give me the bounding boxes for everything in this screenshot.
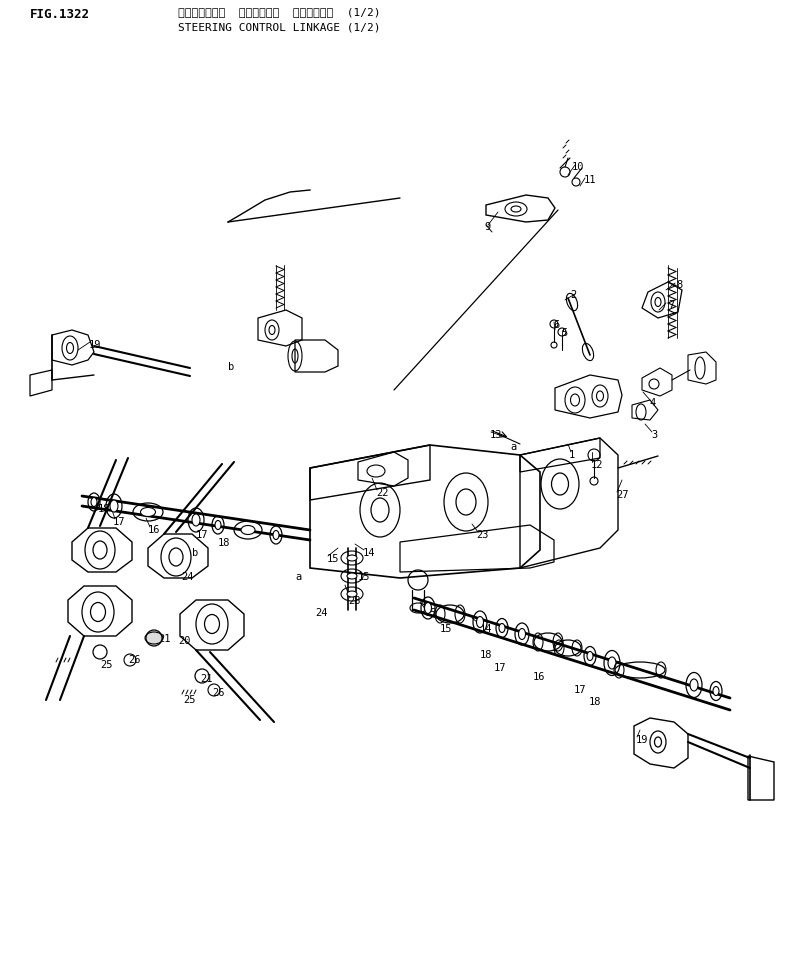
Text: 4: 4: [649, 398, 655, 408]
Text: 15: 15: [358, 572, 371, 582]
Text: 27: 27: [616, 490, 629, 500]
Text: 25: 25: [100, 660, 113, 670]
Ellipse shape: [587, 652, 593, 660]
Ellipse shape: [499, 624, 505, 632]
Text: STEERING CONTROL LINKAGE (1/2): STEERING CONTROL LINKAGE (1/2): [178, 22, 380, 32]
Text: 25: 25: [183, 695, 196, 705]
Text: 15: 15: [425, 608, 437, 618]
Ellipse shape: [273, 531, 279, 540]
Text: 3: 3: [651, 430, 657, 440]
Ellipse shape: [347, 555, 357, 561]
Text: FIG.1322: FIG.1322: [30, 8, 90, 21]
Text: 22: 22: [376, 488, 388, 498]
Ellipse shape: [215, 520, 221, 530]
Text: 11: 11: [584, 175, 596, 185]
Text: 17: 17: [196, 530, 208, 540]
Ellipse shape: [347, 591, 357, 597]
Text: 18: 18: [218, 538, 230, 548]
Text: 9: 9: [484, 222, 490, 232]
Text: 20: 20: [178, 636, 190, 646]
Text: a: a: [295, 572, 301, 582]
Text: 24: 24: [315, 608, 327, 618]
Text: 14: 14: [363, 548, 376, 558]
Text: 19: 19: [89, 340, 102, 350]
Text: 15: 15: [440, 624, 453, 634]
Text: 16: 16: [533, 672, 545, 682]
Text: 19: 19: [636, 735, 649, 745]
Ellipse shape: [347, 573, 357, 579]
Text: 26: 26: [128, 655, 140, 665]
Text: 21: 21: [158, 634, 170, 644]
Text: 2: 2: [570, 290, 576, 300]
Text: 16: 16: [148, 525, 160, 535]
Text: 8: 8: [676, 280, 682, 290]
Ellipse shape: [690, 679, 698, 691]
Text: 18: 18: [480, 650, 492, 660]
Text: 23: 23: [476, 530, 488, 540]
Ellipse shape: [91, 497, 97, 507]
Ellipse shape: [518, 629, 525, 639]
Ellipse shape: [713, 687, 719, 695]
Text: 18: 18: [98, 504, 110, 514]
Text: 28: 28: [348, 596, 361, 606]
Text: 24: 24: [181, 572, 193, 582]
Text: b: b: [228, 362, 234, 372]
Ellipse shape: [192, 514, 200, 526]
Text: 6: 6: [553, 320, 559, 330]
Text: ステアリング゛  コントロール  リンケージ゛  (1/2): ステアリング゛ コントロール リンケージ゛ (1/2): [178, 7, 380, 17]
Circle shape: [146, 630, 162, 646]
Ellipse shape: [241, 525, 255, 535]
Ellipse shape: [608, 657, 616, 669]
Text: 21: 21: [200, 674, 212, 684]
Ellipse shape: [140, 508, 155, 516]
Text: 15: 15: [327, 554, 339, 564]
Text: 17: 17: [494, 663, 507, 673]
Text: 18: 18: [589, 697, 601, 707]
Text: a: a: [510, 442, 516, 452]
Text: 14: 14: [480, 624, 492, 634]
Text: 17: 17: [113, 517, 125, 527]
Text: b: b: [192, 548, 198, 558]
Text: 13: 13: [490, 430, 503, 440]
Text: 5: 5: [561, 328, 567, 338]
Text: 17: 17: [574, 685, 586, 695]
Ellipse shape: [110, 500, 118, 512]
Text: 7: 7: [668, 300, 675, 310]
Text: 12: 12: [591, 460, 604, 470]
Text: 26: 26: [212, 688, 225, 698]
Ellipse shape: [424, 602, 432, 613]
Ellipse shape: [477, 617, 484, 628]
Text: 1: 1: [569, 450, 575, 460]
Ellipse shape: [511, 206, 521, 212]
Text: 10: 10: [572, 162, 585, 172]
